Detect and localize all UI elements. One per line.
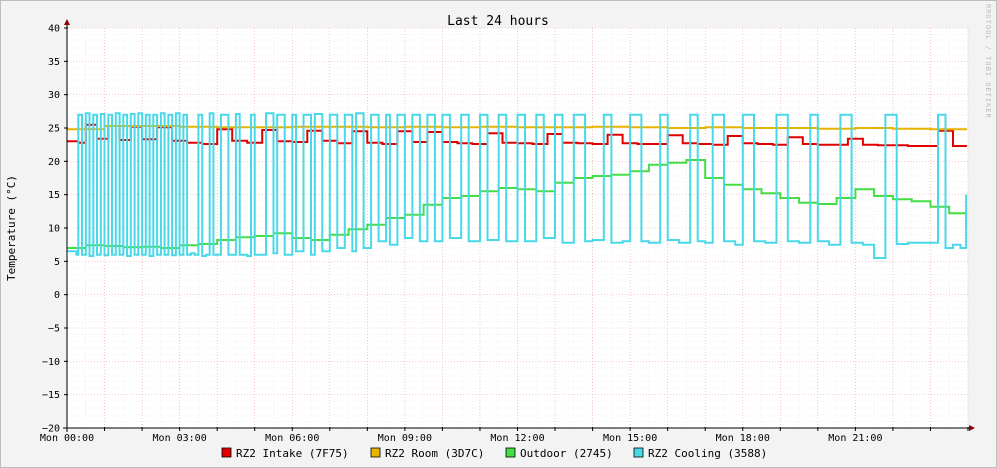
- x-tick-label: Mon 03:00: [153, 433, 207, 444]
- y-tick-label: 5: [54, 257, 60, 268]
- x-axis-arrow: [969, 425, 975, 431]
- legend-swatch-2: [505, 447, 516, 458]
- legend-label-1: RZ2 Room (3D7C): [385, 447, 484, 460]
- x-tick-label: Mon 00:00: [40, 433, 94, 444]
- legend-label-0: RZ2 Intake (7F75): [236, 447, 349, 460]
- series-layer: [67, 112, 968, 259]
- y-tick-label: −15: [42, 390, 60, 401]
- y-tick-labels: 40 35 30 25 20 15 10 5 0 −5 −10 −15 −20: [42, 24, 60, 435]
- y-axis-arrow: [64, 19, 70, 25]
- axes: [63, 19, 975, 432]
- y-tick-label: 10: [48, 224, 60, 235]
- x-tick-label: Mon 18:00: [716, 433, 770, 444]
- legend-label-2: Outdoor (2745): [520, 447, 613, 460]
- y-tick-label: 25: [48, 124, 60, 135]
- x-tick-label: Mon 09:00: [378, 433, 432, 444]
- legend: RZ2 Intake (7F75) RZ2 Room (3D7C) Outdoor …: [221, 447, 767, 460]
- x-tick-label: Mon 21:00: [828, 433, 882, 444]
- y-tick-label: 35: [48, 57, 60, 68]
- y-tick-label: −10: [42, 357, 60, 368]
- legend-swatch-0: [221, 447, 232, 458]
- y-tick-label: −5: [48, 324, 60, 335]
- y-tick-label: −20: [42, 424, 60, 435]
- y-tick-label: 0: [54, 290, 60, 301]
- legend-swatch-1: [370, 447, 381, 458]
- legend-label-3: RZ2 Cooling (3588): [648, 447, 767, 460]
- x-tick-label: Mon 06:00: [265, 433, 319, 444]
- y-axis-label: Temperature (°C): [5, 175, 18, 281]
- legend-swatch-3: [633, 447, 644, 458]
- x-tick-label: Mon 12:00: [490, 433, 544, 444]
- y-tick-label: 20: [48, 157, 60, 168]
- y-tick-label: 40: [48, 24, 60, 35]
- y-tick-label: 15: [48, 190, 60, 201]
- chart-title: Last 24 hours: [447, 14, 549, 29]
- series-line-3: [67, 112, 968, 259]
- y-tick-label: 30: [48, 90, 60, 101]
- x-tick-label: Mon 15:00: [603, 433, 657, 444]
- rrdtool-watermark: RRDTOOL / TOBI OETIKER: [984, 4, 992, 119]
- x-tick-labels: Mon 00:00 Mon 03:00 Mon 06:00 Mon 09:00 Mon …: [40, 433, 883, 444]
